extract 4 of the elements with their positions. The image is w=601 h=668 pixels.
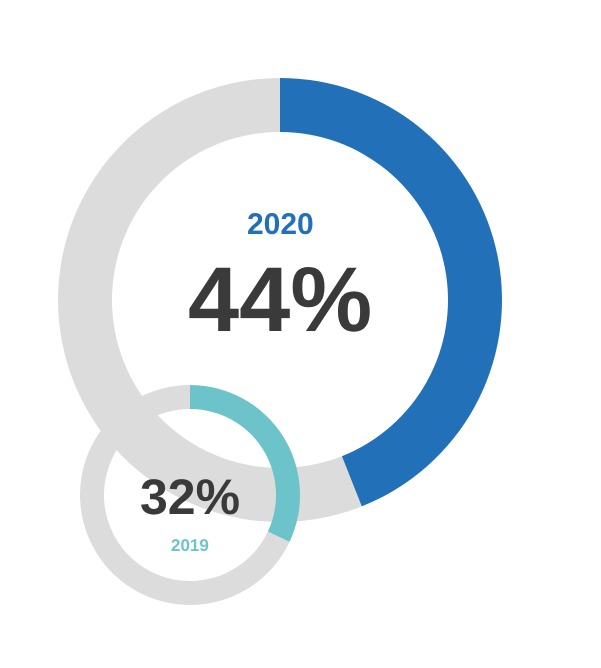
text: 44% (188, 249, 372, 351)
text: 32% (140, 469, 240, 525)
text: 2020 (247, 208, 314, 241)
text: 2019 (171, 536, 209, 555)
